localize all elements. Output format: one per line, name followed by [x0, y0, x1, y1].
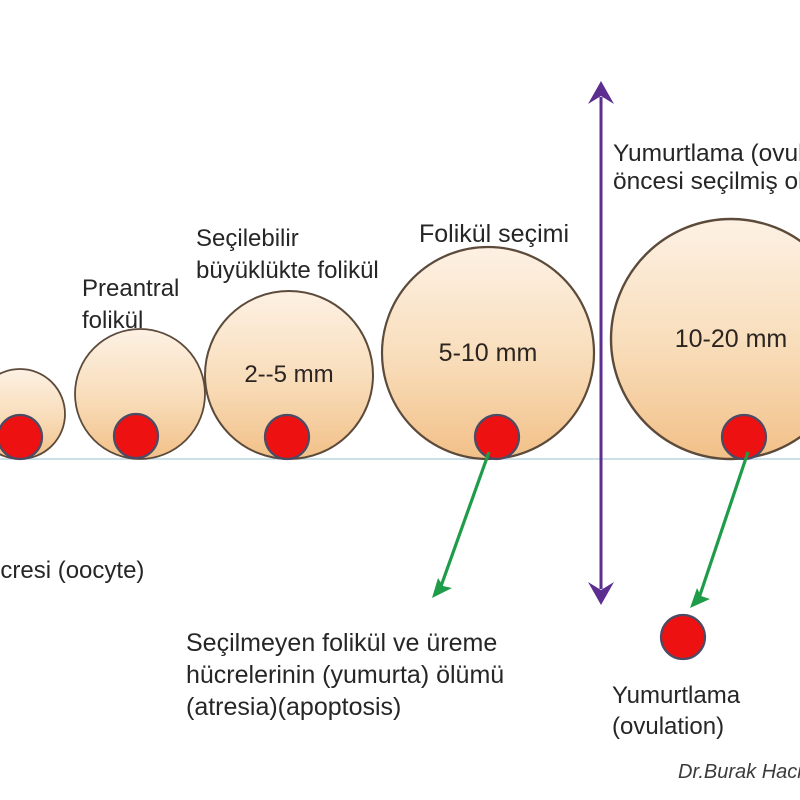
- svg-text:2--5 mm: 2--5 mm: [244, 361, 333, 388]
- svg-text:Folikül seçimi: Folikül seçimi: [419, 220, 569, 248]
- svg-text:10-20 mm: 10-20 mm: [675, 325, 788, 353]
- svg-text:(ovulation): (ovulation): [612, 713, 724, 740]
- svg-text:öncesi seçilmiş olan folikül): öncesi seçilmiş olan folikül): [613, 168, 800, 195]
- svg-text:Preantral: Preantral: [82, 275, 179, 302]
- svg-text:Üreme hücresi (oocyte): Üreme hücresi (oocyte): [0, 557, 144, 584]
- svg-text:hücrelerinin (yumurta) ölümü: hücrelerinin (yumurta) ölümü: [186, 661, 504, 689]
- svg-text:Yumurtlama (ovulasyon: Yumurtlama (ovulasyon: [613, 140, 800, 167]
- svg-text:5-10 mm: 5-10 mm: [439, 339, 538, 367]
- svg-text:(atresia)(apoptosis): (atresia)(apoptosis): [186, 693, 401, 721]
- svg-text:Dr.Burak Haciyev: Dr.Burak Haciyev: [678, 761, 800, 783]
- svg-text:Seçilebilir: Seçilebilir: [196, 225, 299, 252]
- svg-text:büyüklükte folikül: büyüklükte folikül: [196, 257, 379, 284]
- svg-text:Yumurtlama: Yumurtlama: [612, 682, 741, 709]
- svg-text:folikül: folikül: [82, 307, 143, 334]
- svg-text:Seçilmeyen folikül ve üreme: Seçilmeyen folikül ve üreme: [186, 629, 497, 657]
